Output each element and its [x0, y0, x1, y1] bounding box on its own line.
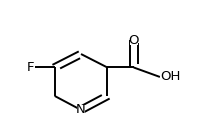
Text: F: F — [27, 61, 34, 74]
Text: OH: OH — [160, 71, 180, 83]
FancyBboxPatch shape — [160, 72, 172, 82]
FancyBboxPatch shape — [130, 35, 138, 45]
FancyBboxPatch shape — [27, 63, 35, 72]
Text: N: N — [76, 104, 86, 116]
FancyBboxPatch shape — [77, 105, 85, 115]
Text: O: O — [128, 34, 139, 47]
